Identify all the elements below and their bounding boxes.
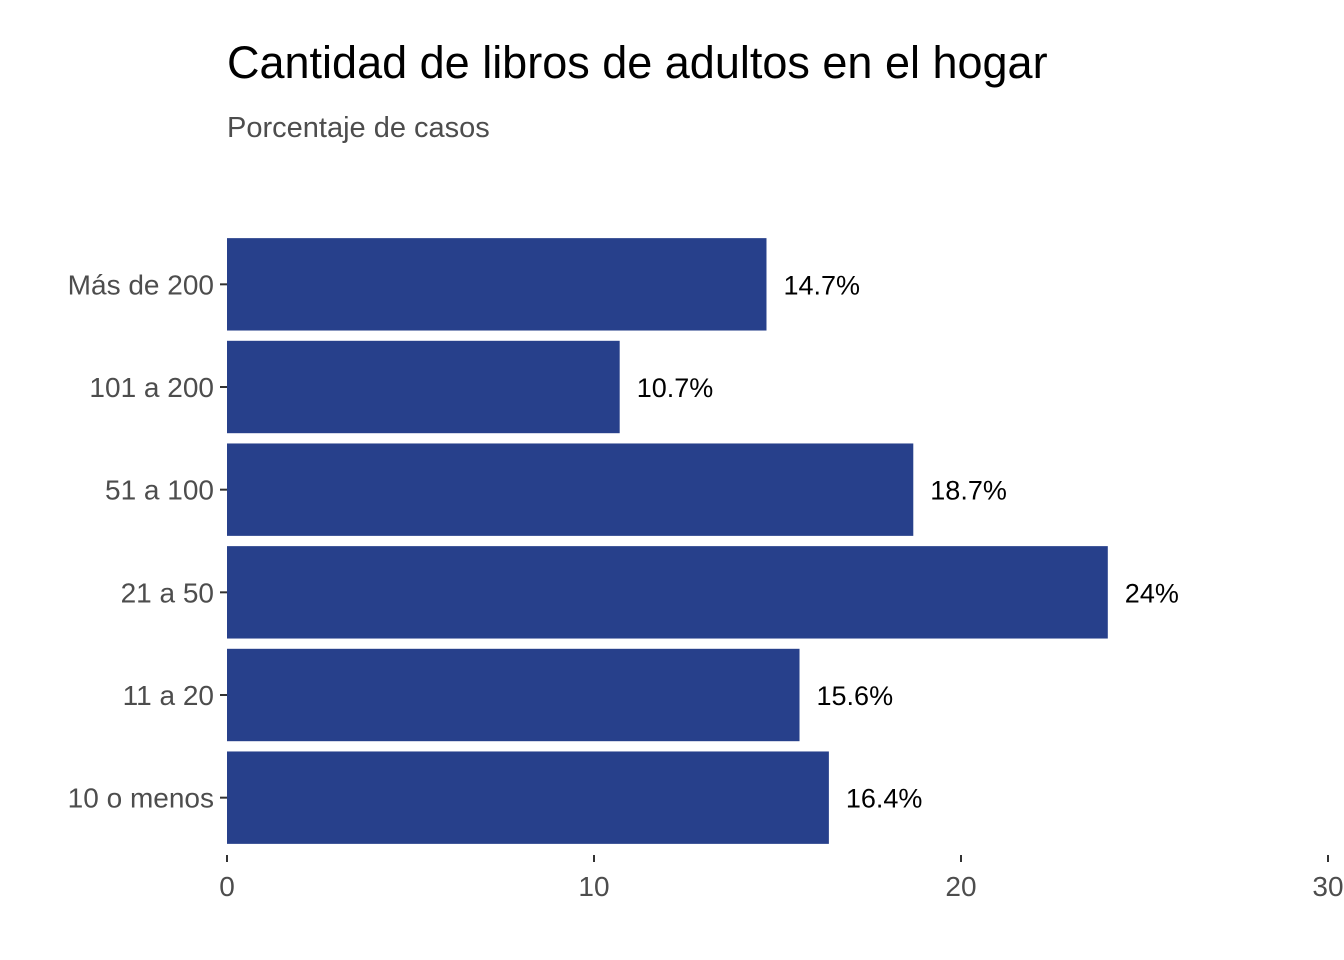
category-label: 10 o menos xyxy=(68,783,214,814)
x-tick-label: 20 xyxy=(945,871,976,902)
value-label: 10.7% xyxy=(637,373,714,403)
value-label: 15.6% xyxy=(817,681,894,711)
bar-5 xyxy=(227,649,800,741)
value-label: 24% xyxy=(1125,578,1179,608)
chart-subtitle: Porcentaje de casos xyxy=(227,112,490,144)
bar-4 xyxy=(227,546,1108,638)
value-label: 18.7% xyxy=(930,476,1007,506)
category-label: Más de 200 xyxy=(68,269,214,300)
value-label: 14.7% xyxy=(783,270,860,300)
category-label: 101 a 200 xyxy=(89,372,214,403)
x-tick-label: 0 xyxy=(219,871,235,902)
bar-3 xyxy=(227,443,913,535)
category-label: 21 a 50 xyxy=(121,577,214,608)
chart-title: Cantidad de libros de adultos en el hoga… xyxy=(227,37,1048,88)
bar-1 xyxy=(227,238,766,330)
category-label: 51 a 100 xyxy=(105,475,214,506)
bar-2 xyxy=(227,341,620,433)
category-labels: Más de 200 101 a 200 51 a 100 21 a 50 11 a 2… xyxy=(68,269,227,813)
bars-group xyxy=(227,238,1108,844)
x-tick-label: 30 xyxy=(1312,871,1343,902)
bar-6 xyxy=(227,751,829,843)
value-label: 16.4% xyxy=(846,784,923,814)
category-label: 11 a 20 xyxy=(123,680,214,711)
x-axis: 0 10 20 30 xyxy=(219,855,1343,902)
x-tick-label: 10 xyxy=(578,871,609,902)
